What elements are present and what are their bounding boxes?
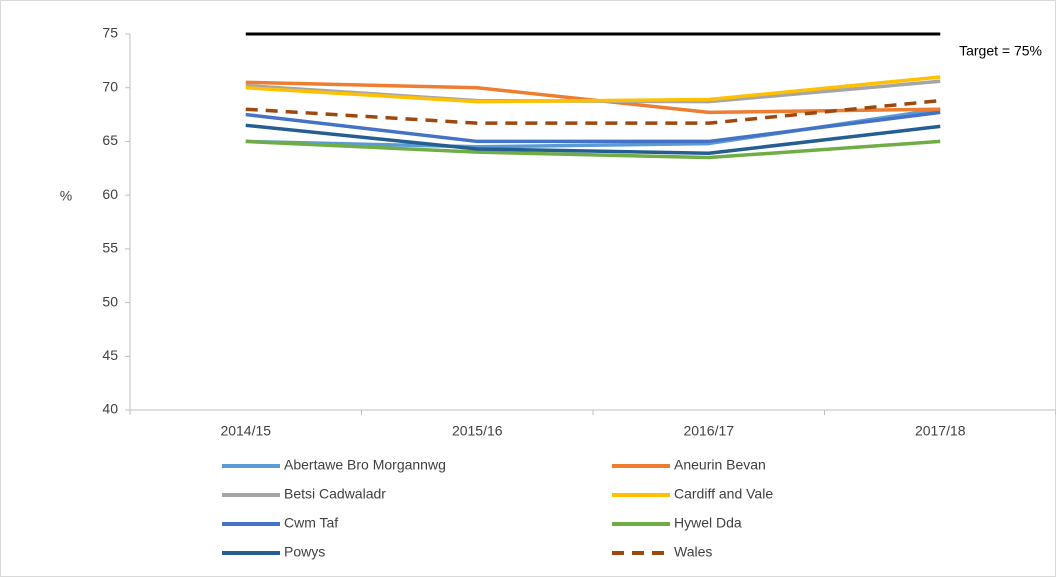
legend-label: Aneurin Bevan — [674, 457, 766, 473]
legend-label: Wales — [674, 544, 712, 560]
y-tick-label: 45 — [102, 347, 118, 363]
y-tick-label: 75 — [102, 25, 118, 41]
x-tick-label: 2016/17 — [683, 423, 734, 439]
series-line — [245, 98, 941, 125]
y-tick-label: 55 — [102, 240, 118, 256]
legend-label: Hywel Dda — [674, 515, 742, 531]
legend-label: Cwm Taf — [284, 515, 338, 531]
legend-label: Cardiff and Vale — [674, 486, 773, 502]
target-label: Target = 75% — [959, 43, 1042, 59]
series-line — [245, 139, 941, 160]
legend-label: Betsi Cadwaladr — [284, 486, 386, 502]
y-axis-label: % — [60, 188, 72, 204]
y-tick-label: 60 — [102, 186, 118, 202]
y-tick-label: 70 — [102, 78, 118, 94]
x-tick-label: 2015/16 — [452, 423, 503, 439]
legend-label: Abertawe Bro Morgannwg — [284, 457, 446, 473]
x-tick-label: 2017/18 — [915, 423, 966, 439]
x-tick-label: 2014/15 — [220, 423, 271, 439]
y-tick-label: 50 — [102, 293, 118, 309]
series-line — [245, 123, 941, 155]
y-tick-label: 40 — [102, 401, 118, 417]
legend-label: Powys — [284, 544, 325, 560]
series-line — [245, 75, 941, 104]
y-tick-label: 65 — [102, 132, 118, 148]
series-line — [245, 110, 941, 144]
